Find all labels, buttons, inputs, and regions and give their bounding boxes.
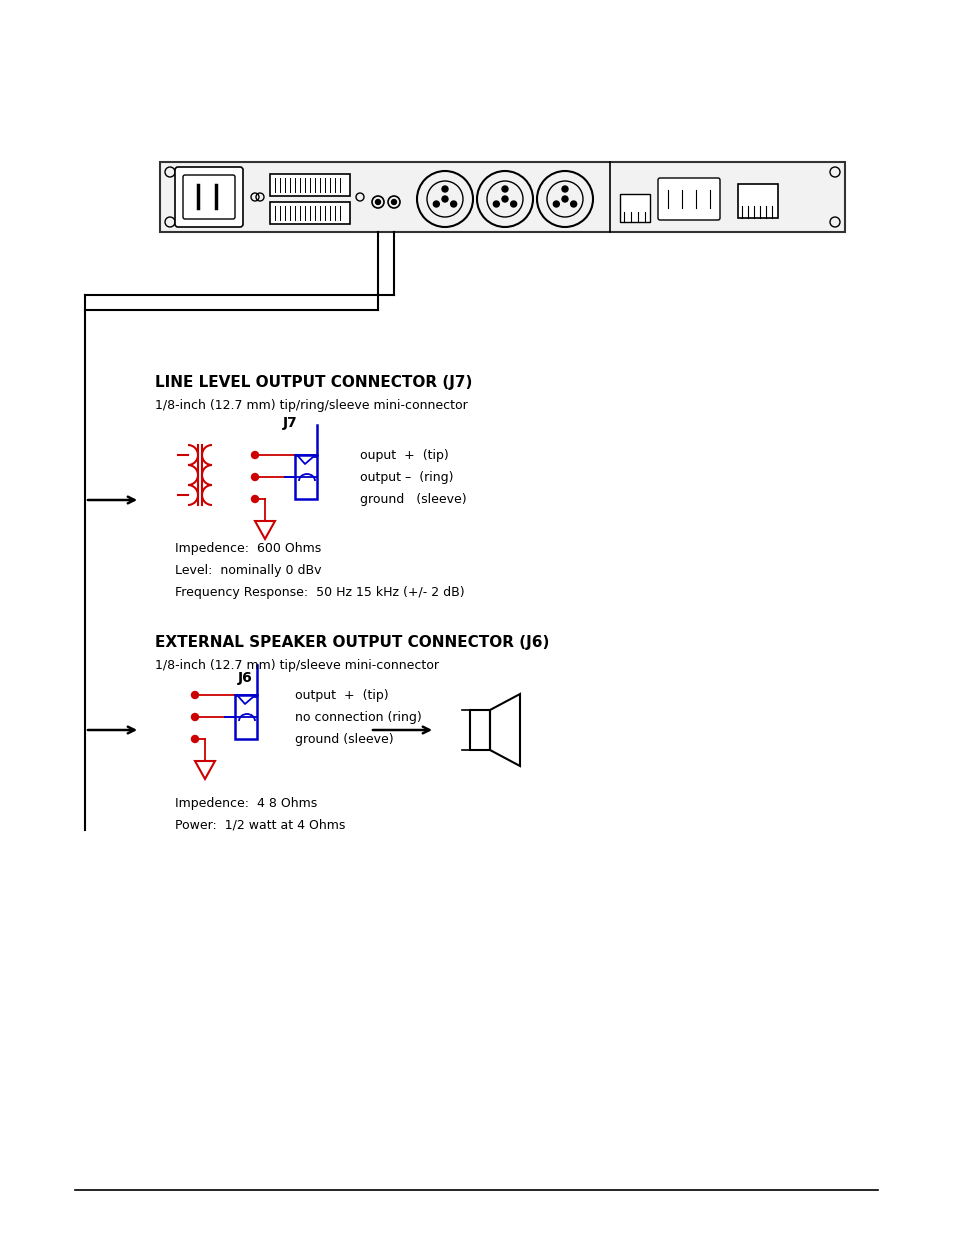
Circle shape [252,495,258,503]
Text: Power:  1/2 watt at 4 Ohms: Power: 1/2 watt at 4 Ohms [174,819,345,832]
Circle shape [570,201,576,207]
Text: J6: J6 [237,671,253,685]
Circle shape [433,201,439,207]
Circle shape [375,200,380,205]
Circle shape [252,473,258,480]
Bar [470,710,490,750]
Circle shape [553,201,558,207]
Circle shape [391,200,396,205]
Text: 1/8-inch (12.7 mm) tip/ring/sleeve mini-connector: 1/8-inch (12.7 mm) tip/ring/sleeve mini-… [154,399,467,412]
Bar [270,174,350,196]
Text: output –  (ring): output – (ring) [359,471,453,483]
Circle shape [192,692,198,699]
Circle shape [450,201,456,207]
Circle shape [510,201,517,207]
Circle shape [501,196,507,203]
FancyBboxPatch shape [183,175,234,219]
FancyBboxPatch shape [174,167,243,227]
Text: ground   (sleeve): ground (sleeve) [359,493,466,505]
Text: EXTERNAL SPEAKER OUTPUT CONNECTOR (J6): EXTERNAL SPEAKER OUTPUT CONNECTOR (J6) [154,635,549,650]
Circle shape [192,736,198,742]
Text: J7: J7 [282,416,297,430]
Circle shape [192,714,198,720]
Text: Level:  nominally 0 dBv: Level: nominally 0 dBv [174,564,321,577]
Text: LINE LEVEL OUTPUT CONNECTOR (J7): LINE LEVEL OUTPUT CONNECTOR (J7) [154,375,472,390]
Bar [619,194,649,222]
Bar [160,162,844,232]
Circle shape [501,186,507,191]
Text: Impedence:  4 8 Ohms: Impedence: 4 8 Ohms [174,797,317,810]
Circle shape [441,186,448,191]
Bar [270,203,350,224]
FancyBboxPatch shape [738,184,778,219]
Bar [234,695,256,739]
Text: output  +  (tip): output + (tip) [294,688,388,701]
Circle shape [252,452,258,458]
Text: ground (sleeve): ground (sleeve) [294,732,394,746]
Bar [294,454,316,499]
Circle shape [561,186,567,191]
Text: no connection (ring): no connection (ring) [294,710,421,724]
Text: ouput  +  (tip): ouput + (tip) [359,448,448,462]
FancyBboxPatch shape [658,178,720,220]
Text: 1/8-inch (12.7 mm) tip/sleeve mini-connector: 1/8-inch (12.7 mm) tip/sleeve mini-conne… [154,659,438,672]
Circle shape [441,196,448,203]
Text: Impedence:  600 Ohms: Impedence: 600 Ohms [174,542,321,555]
Text: Frequency Response:  50 Hz 15 kHz (+/- 2 dB): Frequency Response: 50 Hz 15 kHz (+/- 2 … [174,585,464,599]
Circle shape [561,196,567,203]
Circle shape [493,201,498,207]
